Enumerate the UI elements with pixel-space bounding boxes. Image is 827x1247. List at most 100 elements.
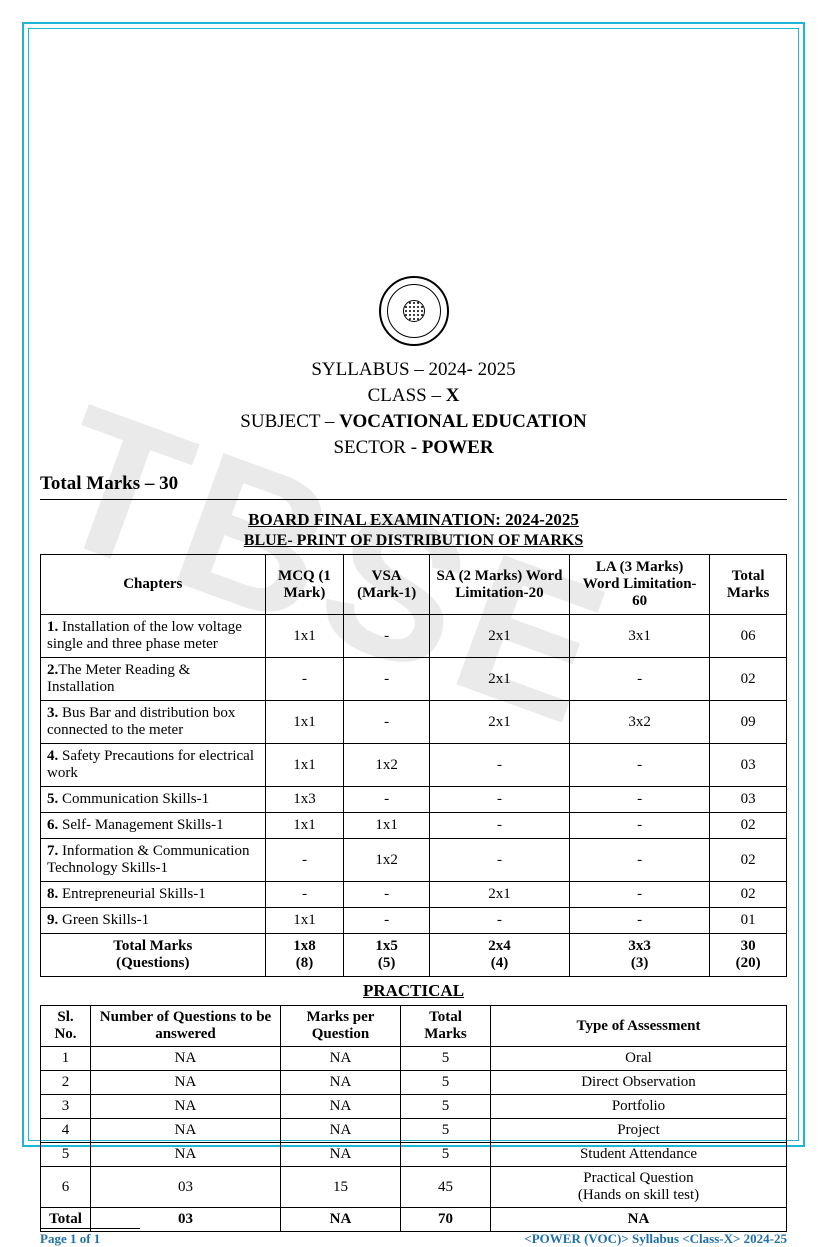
- cell-la: -: [570, 839, 710, 882]
- cell-total-label: Total Marks(Questions): [41, 934, 266, 977]
- cell-la: 3x1: [570, 615, 710, 658]
- cell-sa: -: [429, 787, 569, 813]
- table-row: 9. Green Skills-11x1---01: [41, 908, 787, 934]
- total-marks-heading: Total Marks – 30: [40, 473, 787, 500]
- cell-mcq: 1x1: [265, 701, 344, 744]
- sector-line: SECTOR - POWER: [40, 437, 787, 459]
- board-seal-icon: [379, 276, 449, 346]
- cell-chapter: 2.The Meter Reading & Installation: [41, 658, 266, 701]
- col-vsa: VSA (Mark-1): [344, 555, 429, 615]
- cell-nq: NA: [91, 1071, 281, 1095]
- cell-type: Student Attendance: [491, 1143, 787, 1167]
- cell-total: 06: [710, 615, 787, 658]
- cell-tm: 5: [401, 1071, 491, 1095]
- exam-title: BOARD FINAL EXAMINATION: 2024-2025: [40, 510, 787, 530]
- cell-type: Direct Observation: [491, 1071, 787, 1095]
- cell-total-mcq: 1x8(8): [265, 934, 344, 977]
- cell-chapter: 7. Information & Communication Technolog…: [41, 839, 266, 882]
- cell-mpq: NA: [281, 1047, 401, 1071]
- table-row: 4. Safety Precautions for electrical wor…: [41, 744, 787, 787]
- cell-mcq: 1x1: [265, 908, 344, 934]
- cell-mcq: -: [265, 658, 344, 701]
- cell-mpq: NA: [281, 1119, 401, 1143]
- cell-chapter: 5. Communication Skills-1: [41, 787, 266, 813]
- table-row: 2.The Meter Reading & Installation--2x1-…: [41, 658, 787, 701]
- table-row: 5NANA5Student Attendance: [41, 1143, 787, 1167]
- subject-value: VOCATIONAL EDUCATION: [339, 411, 587, 432]
- cell-sa: -: [429, 744, 569, 787]
- table-header-row: Chapters MCQ (1 Mark) VSA (Mark-1) SA (2…: [41, 555, 787, 615]
- cell-tm: 5: [401, 1143, 491, 1167]
- page-number: Page 1 of 1: [40, 1228, 140, 1247]
- table-row: 3. Bus Bar and distribution box connecte…: [41, 701, 787, 744]
- cell-sl: 4: [41, 1119, 91, 1143]
- cell-la: -: [570, 813, 710, 839]
- cell-chapter: 1. Installation of the low voltage singl…: [41, 615, 266, 658]
- cell-total: 02: [710, 813, 787, 839]
- table-row: 7. Information & Communication Technolog…: [41, 839, 787, 882]
- cell-sa: -: [429, 908, 569, 934]
- cell-total-vsa: 1x5(5): [344, 934, 429, 977]
- cell-chapter: 6. Self- Management Skills-1: [41, 813, 266, 839]
- cell-total: 02: [710, 882, 787, 908]
- col-type: Type of Assessment: [491, 1006, 787, 1047]
- cell-type: Project: [491, 1119, 787, 1143]
- logo-container: [40, 276, 787, 351]
- cell-la: -: [570, 908, 710, 934]
- cell-sl: 5: [41, 1143, 91, 1167]
- table-row: 1NANA5Oral: [41, 1047, 787, 1071]
- class-line: CLASS – X: [40, 385, 787, 407]
- sector-value: POWER: [422, 437, 494, 458]
- cell-mpq: 15: [281, 1167, 401, 1208]
- cell-vsa: -: [344, 908, 429, 934]
- cell-sl: 1: [41, 1047, 91, 1071]
- cell-total: 02: [710, 658, 787, 701]
- col-la: LA (3 Marks) Word Limitation-60: [570, 555, 710, 615]
- cell-type: Oral: [491, 1047, 787, 1071]
- col-chapters: Chapters: [41, 555, 266, 615]
- table-row: 4NANA5Project: [41, 1119, 787, 1143]
- table-row: 5. Communication Skills-11x3---03: [41, 787, 787, 813]
- cell-vsa: -: [344, 882, 429, 908]
- cell-vsa: 1x2: [344, 744, 429, 787]
- cell-chapter: 8. Entrepreneurial Skills-1: [41, 882, 266, 908]
- cell-mpq: NA: [281, 1071, 401, 1095]
- cell-vsa: -: [344, 615, 429, 658]
- cell-chapter: 9. Green Skills-1: [41, 908, 266, 934]
- cell-sa: 2x1: [429, 882, 569, 908]
- cell-nq: NA: [91, 1095, 281, 1119]
- subject-label: SUBJECT –: [240, 411, 339, 432]
- cell-total: 03: [710, 744, 787, 787]
- table-row: 6. Self- Management Skills-11x11x1--02: [41, 813, 787, 839]
- cell-vsa: -: [344, 658, 429, 701]
- cell-sa: -: [429, 813, 569, 839]
- cell-total: 09: [710, 701, 787, 744]
- footer-right-text: <POWER (VOC)> Syllabus <Class-X> 2024-25: [524, 1231, 787, 1247]
- cell-type: Portfolio: [491, 1095, 787, 1119]
- col-mpq: Marks per Question: [281, 1006, 401, 1047]
- cell-la: -: [570, 658, 710, 701]
- practical-title: PRACTICAL: [40, 981, 787, 1001]
- cell-la: -: [570, 744, 710, 787]
- cell-vsa: 1x2: [344, 839, 429, 882]
- cell-total-la: 3x3(3): [570, 934, 710, 977]
- cell-tm: 5: [401, 1047, 491, 1071]
- col-sl: Sl. No.: [41, 1006, 91, 1047]
- cell-chapter: 3. Bus Bar and distribution box connecte…: [41, 701, 266, 744]
- cell-total-sa: 2x4(4): [429, 934, 569, 977]
- cell-total: 01: [710, 908, 787, 934]
- page-footer: Page 1 of 1 <POWER (VOC)> Syllabus <Clas…: [40, 1228, 787, 1247]
- cell-sl: 2: [41, 1071, 91, 1095]
- cell-total-total: 30(20): [710, 934, 787, 977]
- cell-mcq: 1x1: [265, 744, 344, 787]
- blueprint-table: Chapters MCQ (1 Mark) VSA (Mark-1) SA (2…: [40, 554, 787, 977]
- cell-tm: 5: [401, 1095, 491, 1119]
- sector-label: SECTOR -: [333, 437, 421, 458]
- cell-nq: NA: [91, 1143, 281, 1167]
- document-header: SYLLABUS – 2024- 2025 CLASS – X SUBJECT …: [40, 359, 787, 459]
- cell-nq: NA: [91, 1047, 281, 1071]
- cell-sl: 3: [41, 1095, 91, 1119]
- cell-total: 02: [710, 839, 787, 882]
- cell-tm: 45: [401, 1167, 491, 1208]
- col-sa: SA (2 Marks) Word Limitation-20: [429, 555, 569, 615]
